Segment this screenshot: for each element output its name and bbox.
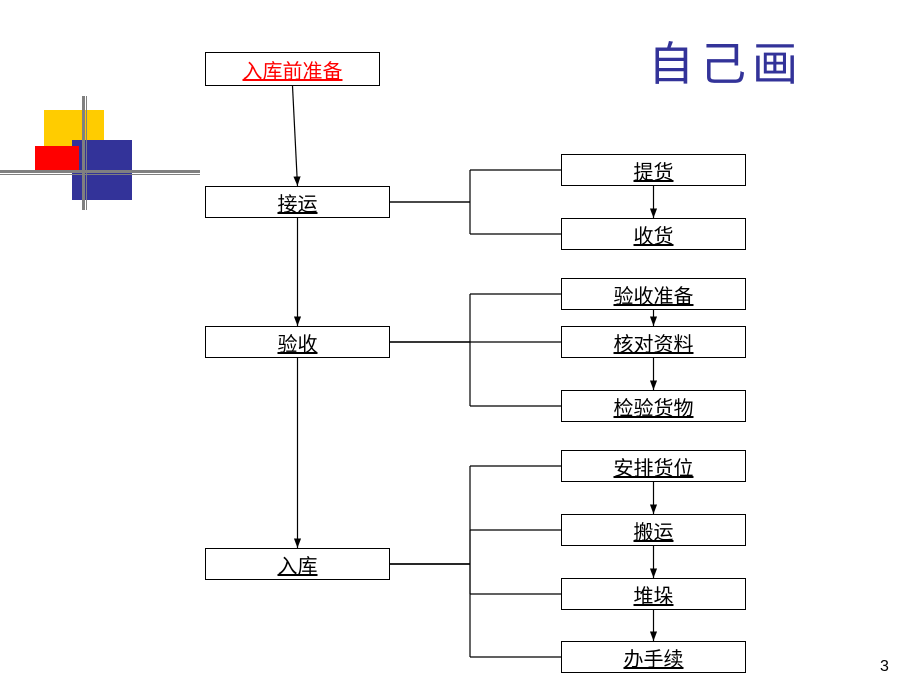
node-label: 堆垛: [634, 580, 674, 609]
node-move: 搬运: [561, 514, 746, 546]
node-label: 收货: [634, 220, 674, 249]
decoration-line: [82, 96, 85, 210]
node-label: 搬运: [634, 516, 674, 545]
node-label: 检验货物: [614, 392, 694, 421]
node-label: 安排货位: [614, 452, 694, 481]
node-label: 接运: [278, 188, 318, 217]
decoration-rect: [35, 146, 79, 172]
node-inspect: 验收: [205, 326, 390, 358]
node-label: 入库: [278, 550, 318, 579]
node-getgoods: 收货: [561, 218, 746, 250]
edge-layer: [0, 0, 920, 690]
node-receive: 接运: [205, 186, 390, 218]
node-label: 核对资料: [614, 328, 694, 357]
node-stack: 堆垛: [561, 578, 746, 610]
node-slot: 安排货位: [561, 450, 746, 482]
decoration-line: [0, 170, 200, 173]
decoration-line: [86, 96, 87, 210]
page-title-text: 自己画: [648, 39, 804, 90]
node-label: 办手续: [624, 643, 684, 672]
page-number-text: 3: [880, 658, 889, 675]
decoration-line: [0, 174, 200, 175]
node-verify: 核对资料: [561, 326, 746, 358]
node-label: 提货: [634, 156, 674, 185]
node-label: 验收准备: [614, 280, 694, 309]
node-label: 入库前准备: [243, 55, 343, 84]
node-prep: 入库前准备: [205, 52, 380, 86]
node-insp_prep: 验收准备: [561, 278, 746, 310]
page-number: 3: [880, 658, 889, 676]
page-title: 自己画: [648, 28, 804, 94]
node-store: 入库: [205, 548, 390, 580]
node-pickup: 提货: [561, 154, 746, 186]
node-proc: 办手续: [561, 641, 746, 673]
node-check: 检验货物: [561, 390, 746, 422]
node-label: 验收: [278, 328, 318, 357]
